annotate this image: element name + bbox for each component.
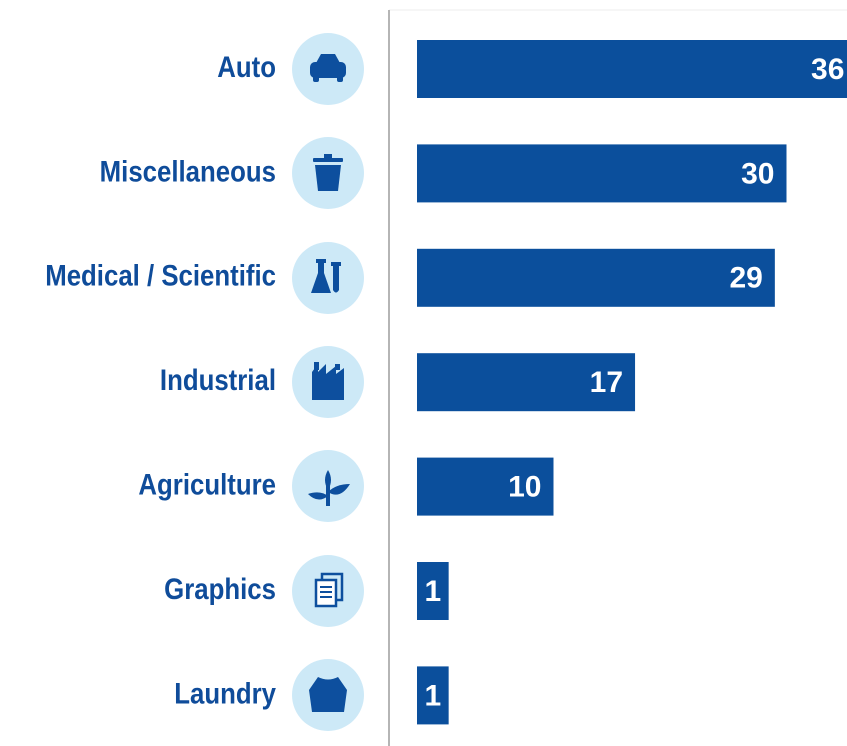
category-label-group: Laundry [174,677,276,710]
bar [417,144,787,203]
category-label-group: Miscellaneous [100,155,276,188]
category-label: Medical / Scientific [45,259,276,292]
value-label: 1 [424,575,441,608]
category-label: Laundry [174,677,276,710]
bar [417,40,847,98]
bar [417,562,449,620]
icon-laundry [292,659,364,731]
category-label-group: Agriculture [138,468,276,501]
category-label: Auto [217,50,276,83]
category-label-group: Auto [217,50,276,83]
icon-medical [292,242,364,314]
category-label: Graphics [164,572,276,605]
icon-graphics [292,555,364,627]
value-label: 10 [508,471,541,504]
value-label: 36 [811,53,844,86]
bar [417,457,554,516]
value-label: 1 [424,679,441,712]
category-label: Miscellaneous [100,155,276,188]
category-label: Agriculture [138,468,276,501]
category-label: Industrial [160,363,276,396]
value-label: 17 [590,366,623,399]
icon-misc [292,137,364,209]
icon-agriculture [292,450,364,522]
value-label: 29 [729,262,762,295]
icons [292,33,364,731]
bar [417,353,636,412]
category-label-group: Graphics [164,572,276,605]
icon-industrial [292,346,364,418]
icon-auto [292,33,364,105]
value-label: 30 [741,157,774,190]
category-label-group: Medical / Scientific [45,259,276,292]
bar [417,248,775,307]
category-label-group: Industrial [160,363,276,396]
bar [417,666,449,725]
